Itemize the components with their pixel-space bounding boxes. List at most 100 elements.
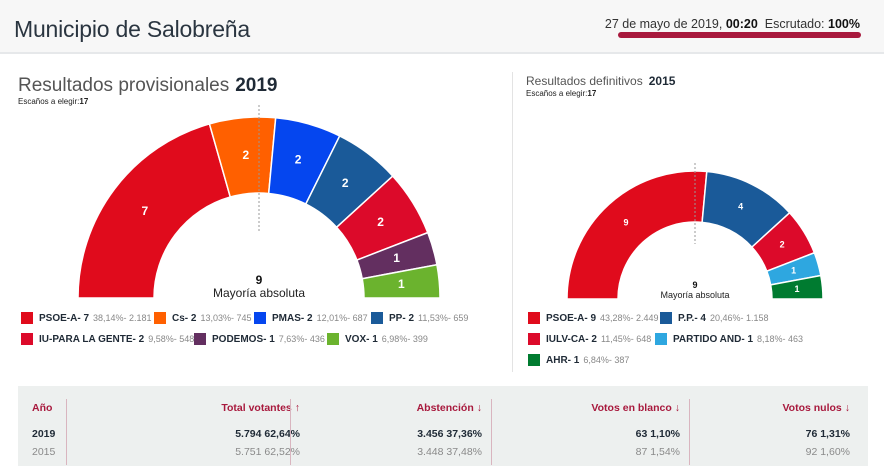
legend-item[interactable]: IULV-CA- 2 11,45%- 648 [528,333,651,345]
seat-count-label: 4 [738,202,743,212]
legend-swatch [528,312,540,324]
legend-stats: 11,45%- 648 [600,334,652,344]
seat-count-label: 1 [393,251,400,265]
status-date: 27 de mayo de 2019, [604,17,723,31]
current-panel-title: Resultados provisionales 2019 [18,75,278,97]
cell-blank: 87 1,54% [635,446,680,458]
legend-item[interactable]: PMAS- 2 12,01%- 687 [254,312,368,324]
seat-count-label: 1 [791,265,796,275]
cell-year: 2019 [32,428,56,440]
legend-swatch [660,312,672,324]
legend-party: PSOE-A- 9 [546,312,597,324]
header-label: Total votantes [221,402,292,414]
legend-swatch [21,312,33,324]
legend-stats: 8,18%- 463 [757,334,804,344]
legend-swatch [254,312,266,324]
legend-item[interactable]: P.P.- 4 20,46%- 1.158 [660,312,769,324]
seat-count-label: 2 [295,153,302,167]
previous-seats-info: Escaños a elegir:17 [526,89,596,98]
seat-count-label: 7 [142,204,149,218]
legend-party: Cs- 2 [172,312,197,324]
legend-stats: 38,14%- 2.181 [93,313,152,323]
header-blank-votes[interactable]: Votos en blanco ↓ [591,402,680,414]
legend-stats: 6,84%- 387 [583,355,630,365]
column-divider [290,399,291,465]
participation-table: Año 2019 2015 Total votantes ↑ 5.794 62,6… [18,386,868,466]
current-title-text: Resultados provisionales [18,75,230,96]
scrutiny-status: 27 de mayo de 2019, 00:20 Escrutado: 100… [605,17,860,31]
legend-stats: 20,46%- 1.158 [710,313,769,323]
majority-label: Mayoría absoluta [213,286,305,300]
page-title: Municipio de Salobreña [14,16,250,42]
legend-party: VOX- 1 [345,333,378,345]
column-divider [689,399,690,465]
legend-item[interactable]: PSOE-A- 7 38,14%- 2.181 [21,312,152,324]
header-total-voters[interactable]: Total votantes ↑ [221,402,300,414]
legend-party: PSOE-A- 7 [39,312,90,324]
seat-count-label: 1 [398,277,405,291]
legend-swatch [21,333,33,345]
scrutiny-value: 100% [828,17,860,31]
header-label: Votos nulos [782,402,842,414]
col-year: Año 2019 2015 [32,386,72,466]
legend-item[interactable]: Cs- 2 13,03%- 745 [154,312,252,324]
legend-stats: 11,53%- 659 [418,313,469,323]
legend-stats: 13,03%- 745 [200,313,252,323]
seat-count-label: 2 [377,215,384,229]
legend-party: PODEMOS- 1 [212,333,275,345]
arrow-down-icon: ↓ [674,402,680,414]
legend-item[interactable]: IU-PARA LA GENTE- 2 9,58%- 548 [21,333,194,345]
cell-abstention: 3.448 37,48% [417,446,482,458]
legend-stats: 43,28%- 2.449 [600,313,659,323]
col-null: Votos nulos ↓ 76 1,31% 92 1,60% [698,386,850,466]
legend-stats: 7,63%- 436 [278,334,325,344]
header-null-votes[interactable]: Votos nulos ↓ [782,402,850,414]
legend-party: PMAS- 2 [272,312,313,324]
legend-swatch [371,312,383,324]
cell-abstention: 3.456 37,36% [417,428,482,440]
seat-segment-vox[interactable] [361,263,441,299]
previous-title-text: Resultados definitivos [526,74,643,88]
previous-panel-title: Resultados definitivos 2015 [526,74,675,88]
seat-count-label: 2 [342,176,349,190]
majority-label: Mayoría absoluta [660,290,729,300]
status-time: 00:20 [725,17,758,31]
legend-item[interactable]: PODEMOS- 1 7,63%- 436 [194,333,325,345]
cell-total: 5.751 62,52% [235,446,300,458]
scrutiny-label: Escrutado: [764,17,825,31]
seat-count-label: 2 [780,239,785,249]
legend-item[interactable]: PSOE-A- 9 43,28%- 2.449 [528,312,659,324]
legend-party: P.P.- 4 [678,312,706,324]
legend-party: IULV-CA- 2 [546,333,597,345]
column-divider [491,399,492,465]
header-abstention[interactable]: Abstención ↓ [417,402,482,414]
legend-item[interactable]: AHR- 1 6,84%- 387 [528,354,629,366]
legend-party: PARTIDO AND- 1 [673,333,753,345]
col-total: Total votantes ↑ 5.794 62,64% 5.751 62,52… [78,386,300,466]
arrow-down-icon: ↓ [844,402,850,414]
legend-party: PP- 2 [389,312,415,324]
previous-year: 2015 [648,74,676,88]
current-year: 2019 [235,75,278,96]
seat-count-label: 2 [242,148,249,162]
legend-item[interactable]: VOX- 1 6,98%- 399 [327,333,428,345]
majority-number: 9 [256,273,263,287]
legend-swatch [327,333,339,345]
legend-item[interactable]: PP- 2 11,53%- 659 [371,312,468,324]
legend-stats: 12,01%- 687 [316,313,368,323]
seats-label: Escaños a elegir: [18,97,80,106]
legend-swatch [194,333,206,345]
arrow-down-icon: ↓ [476,402,482,414]
seats-label: Escaños a elegir: [526,89,588,98]
panel-divider [512,72,513,372]
legend-stats: 6,98%- 399 [381,334,428,344]
seat-segment-psoe-a[interactable] [77,122,232,299]
legend-item[interactable]: PARTIDO AND- 1 8,18%- 463 [655,333,803,345]
seat-segment-psoe-a[interactable] [566,170,708,300]
seats-total: 17 [587,89,597,98]
seat-segment-ahr[interactable] [769,274,824,300]
legend-swatch [528,333,540,345]
seat-count-label: 1 [795,284,800,294]
